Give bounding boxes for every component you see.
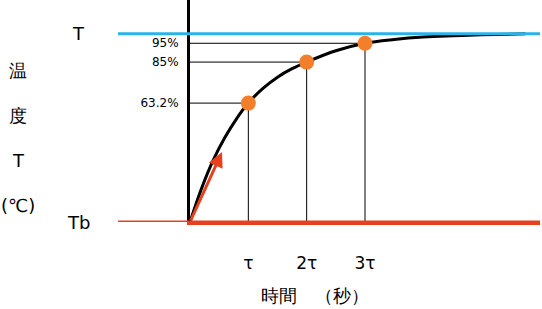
svg-text:3τ: 3τ xyxy=(354,253,375,273)
svg-text:(℃): (℃) xyxy=(1,195,35,216)
svg-text:T: T xyxy=(12,150,25,171)
svg-text:τ: τ xyxy=(243,253,253,273)
svg-text:時間 （秒）: 時間 （秒） xyxy=(261,285,369,306)
svg-text:2τ: 2τ xyxy=(296,253,317,273)
svg-text:95%: 95% xyxy=(152,36,179,50)
svg-text:63.2%: 63.2% xyxy=(140,96,178,110)
svg-text:T: T xyxy=(72,23,85,44)
svg-text:Tb: Tb xyxy=(67,212,90,233)
svg-text:温: 温 xyxy=(9,60,27,81)
svg-text:85%: 85% xyxy=(152,55,179,69)
svg-text:度: 度 xyxy=(9,105,27,126)
